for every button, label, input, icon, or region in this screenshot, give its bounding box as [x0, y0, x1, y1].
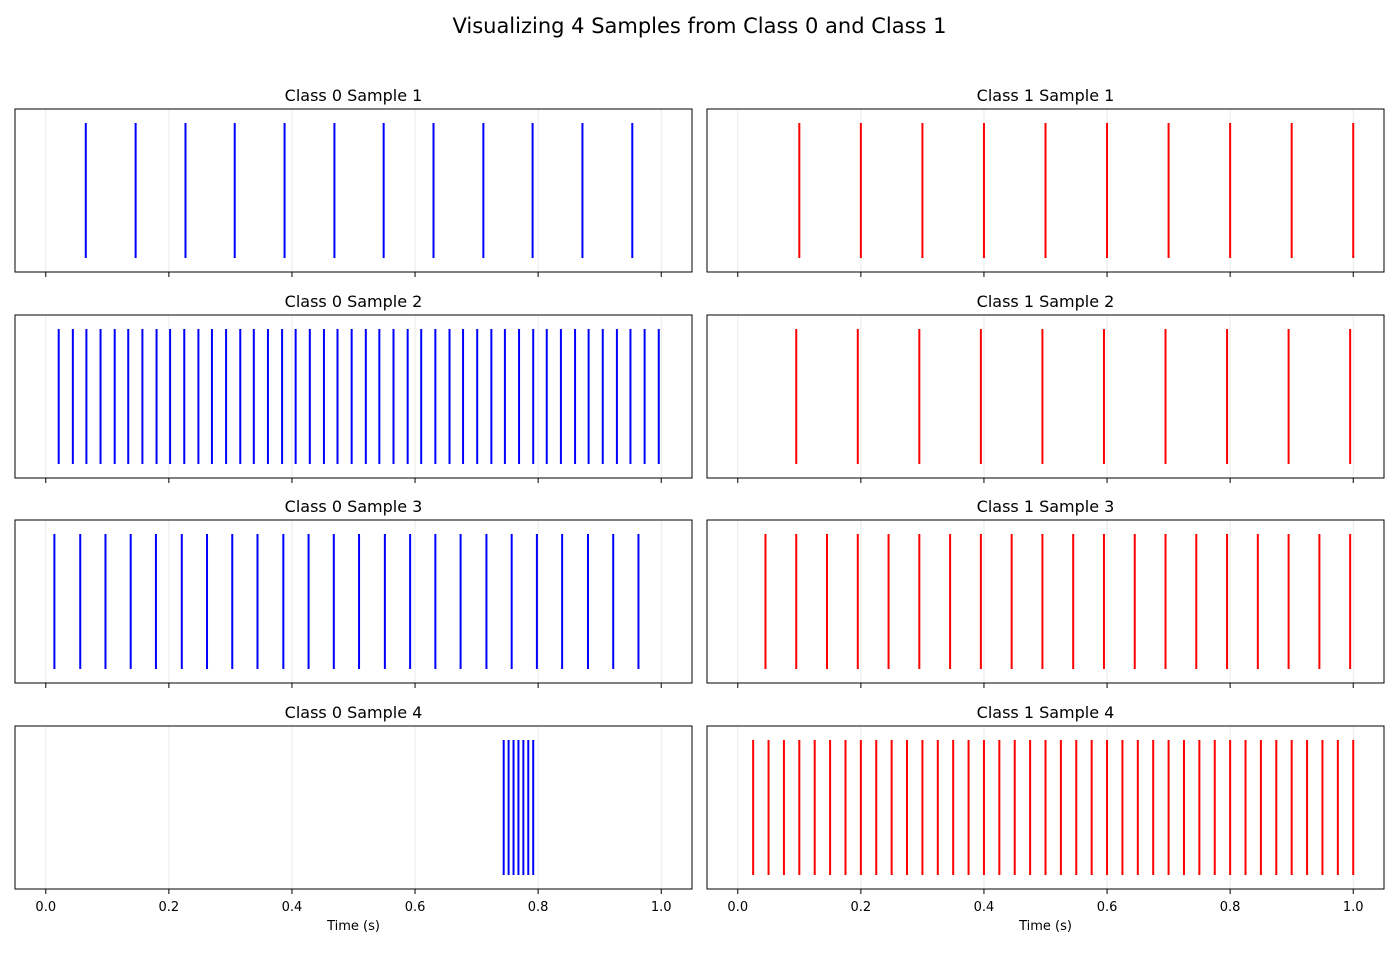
subplot-frame — [14, 108, 693, 273]
x-tick-label: 0.6 — [405, 900, 426, 915]
subplot-title: Class 0 Sample 3 — [285, 497, 423, 516]
subplot-8: 0.0 0.2 0.4 0.6 0.8 1.0 Class 1 Sample 4 Time (… — [706, 703, 1385, 934]
subplot-frame — [706, 314, 1385, 479]
subplot-5: Class 1 Sample 1 — [706, 86, 1385, 277]
subplot-2: Class 0 Sample 2 — [14, 292, 693, 483]
subplot-frame — [14, 314, 693, 479]
x-tick-label: 1.0 — [651, 900, 672, 915]
subplot-4: 0.0 0.2 0.4 0.6 0.8 1.0 Class 0 Sample 4 Time (… — [14, 703, 693, 934]
subplot-frame — [706, 108, 1385, 273]
x-tick-label: 0.4 — [974, 900, 995, 915]
subplot-frame — [14, 725, 693, 890]
x-tick-label: 1.0 — [1343, 900, 1364, 915]
subplot-3: Class 0 Sample 3 — [14, 497, 693, 688]
subplot-1: Class 0 Sample 1 — [14, 86, 693, 277]
subplot-frame — [14, 519, 693, 684]
subplot-frame — [706, 725, 1385, 890]
x-tick-label: 0.4 — [282, 900, 303, 915]
x-tick-label: 0.8 — [1220, 900, 1241, 915]
subplot-title: Class 1 Sample 4 — [977, 703, 1115, 722]
x-tick-label: 0.8 — [528, 900, 549, 915]
subplot-title: Class 1 Sample 1 — [977, 86, 1115, 105]
x-tick-label: 0.2 — [159, 900, 180, 915]
x-tick-label: 0.2 — [851, 900, 872, 915]
subplot-title: Class 0 Sample 4 — [285, 703, 423, 722]
subplot-title: Class 0 Sample 2 — [285, 292, 423, 311]
figure-title: Visualizing 4 Samples from Class 0 and C… — [452, 14, 947, 38]
subplot-title: Class 1 Sample 3 — [977, 497, 1115, 516]
x-tick-label: 0.0 — [35, 900, 56, 915]
x-axis-label: Time (s) — [1018, 919, 1072, 934]
x-axis-label: Time (s) — [326, 919, 380, 934]
subplot-frame — [706, 519, 1385, 684]
x-tick-label: 0.6 — [1097, 900, 1118, 915]
subplot-6: Class 1 Sample 2 — [706, 292, 1385, 483]
subplot-7: Class 1 Sample 3 — [706, 497, 1385, 688]
x-tick-label: 0.0 — [727, 900, 748, 915]
subplot-title: Class 1 Sample 2 — [977, 292, 1115, 311]
subplot-title: Class 0 Sample 1 — [285, 86, 423, 105]
